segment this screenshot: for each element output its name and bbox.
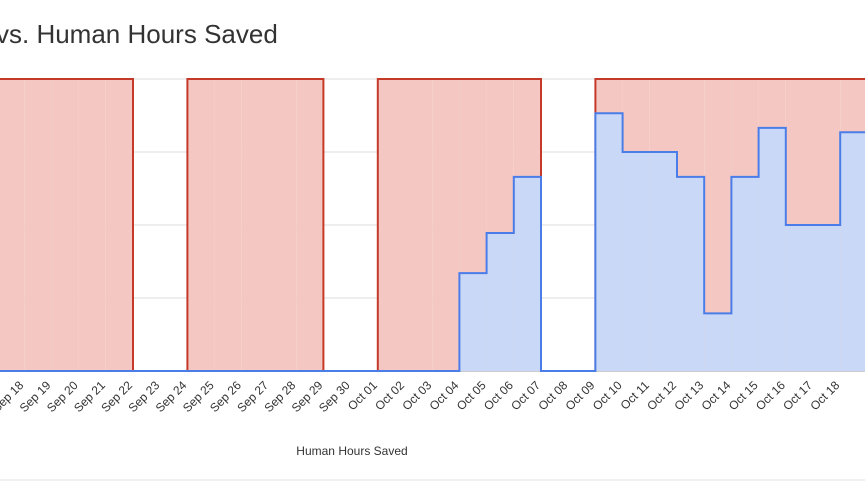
area-step: [51, 79, 79, 371]
area-step: [758, 127, 786, 371]
x-tick-label: Oct 07: [508, 378, 543, 413]
area-step: [432, 79, 460, 371]
x-tick-label: Oct 13: [671, 378, 706, 413]
x-tick-label: Oct 10: [590, 378, 625, 413]
area-step: [622, 152, 650, 371]
x-tick-label: Oct 01: [345, 378, 380, 413]
area-step: [24, 79, 52, 371]
area-step: [78, 79, 106, 371]
area-step: [241, 79, 269, 371]
area-step: [405, 79, 433, 371]
x-tick-label: Oct 05: [454, 378, 489, 413]
area-step: [595, 113, 623, 371]
x-tick-label: Oct 02: [372, 378, 407, 413]
area-step: [649, 152, 677, 371]
area-step: [486, 233, 514, 371]
chart-title: vs. Human Hours Saved: [0, 19, 278, 49]
area-step: [459, 273, 487, 371]
x-tick-label: Oct 17: [780, 378, 815, 413]
x-tick-label: Oct 08: [535, 378, 570, 413]
area-step: [813, 225, 841, 371]
area-step: [296, 79, 324, 371]
area-step: [0, 79, 25, 371]
x-tick-label: Oct 15: [726, 378, 761, 413]
area-step: [677, 176, 705, 371]
area-step: [105, 79, 133, 371]
x-tick-label: Oct 18: [807, 378, 842, 413]
x-tick-label: Oct 09: [563, 378, 598, 413]
area-step: [731, 176, 759, 371]
area-step: [513, 176, 541, 371]
area-step: [187, 79, 215, 371]
x-tick-label: Oct 06: [481, 378, 516, 413]
x-tick-label: Oct 04: [427, 378, 462, 413]
area-step: [214, 79, 242, 371]
area-step: [785, 225, 813, 371]
x-tick-label: Oct 14: [699, 378, 734, 413]
x-tick-label: Oct 12: [644, 378, 679, 413]
x-tick-label: Oct 16: [753, 378, 788, 413]
area-step: [840, 132, 865, 371]
x-axis-title: Human Hours Saved: [296, 444, 407, 458]
area-step: [269, 79, 297, 371]
x-tick-label: Oct 03: [399, 378, 434, 413]
area-step: [704, 313, 732, 371]
area-step: [377, 79, 405, 371]
step-line: [0, 112, 865, 372]
x-tick-label: Sep 30: [316, 378, 353, 415]
